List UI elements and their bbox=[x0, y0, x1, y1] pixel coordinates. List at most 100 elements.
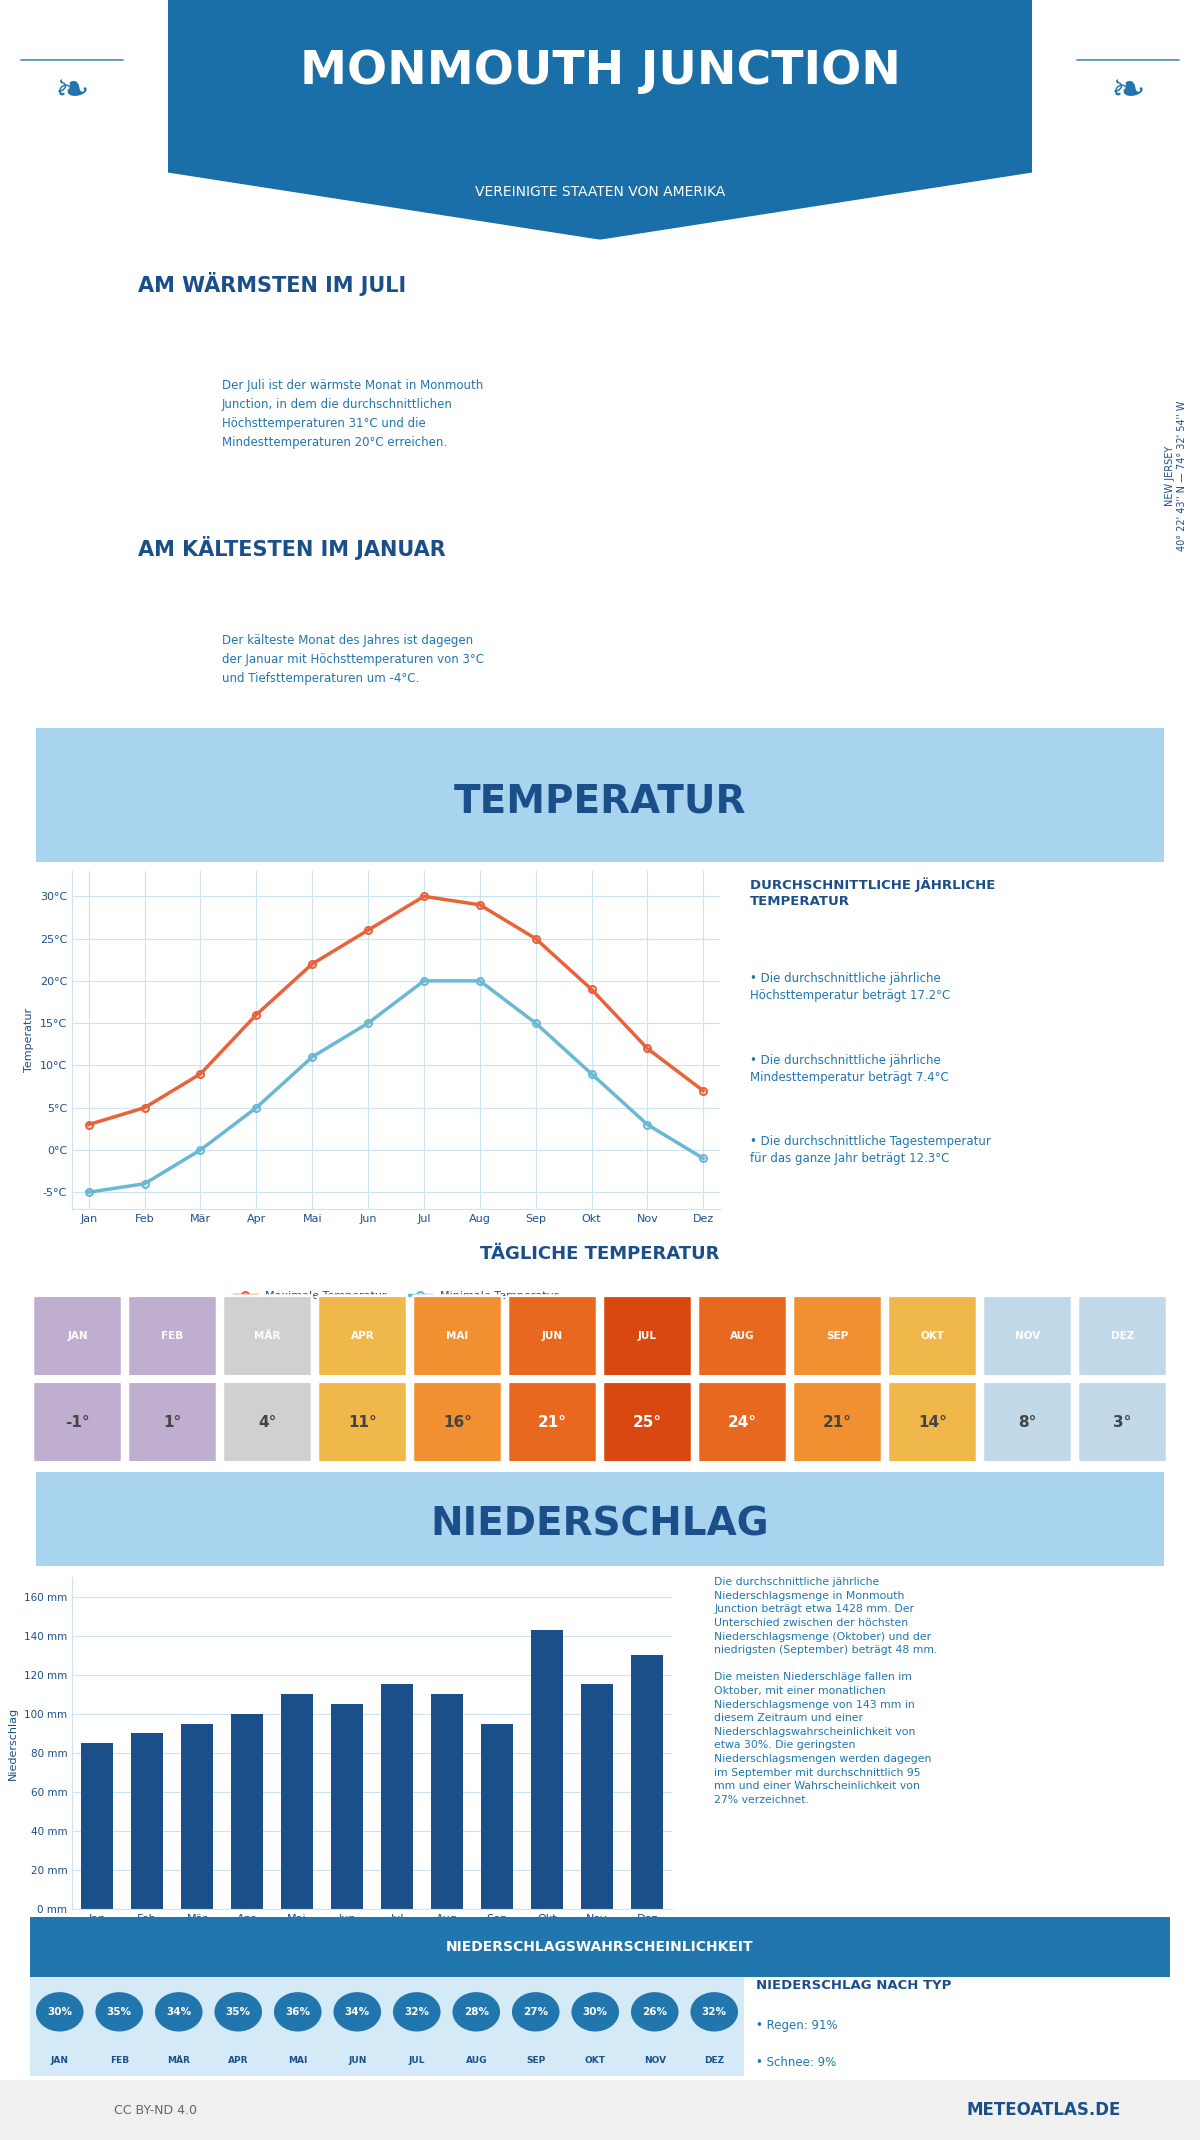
Text: METEOATLAS.DE: METEOATLAS.DE bbox=[967, 2101, 1121, 2119]
Text: 35%: 35% bbox=[226, 2007, 251, 2016]
Circle shape bbox=[631, 1992, 678, 2031]
FancyBboxPatch shape bbox=[32, 1295, 122, 1376]
Circle shape bbox=[215, 1992, 262, 2031]
FancyBboxPatch shape bbox=[0, 721, 1200, 869]
FancyBboxPatch shape bbox=[508, 1382, 598, 1462]
FancyBboxPatch shape bbox=[128, 1382, 217, 1462]
Text: MÄR: MÄR bbox=[254, 1331, 281, 1342]
Text: MAI: MAI bbox=[446, 1331, 469, 1342]
Circle shape bbox=[96, 1992, 143, 2031]
Text: ❧: ❧ bbox=[1110, 71, 1146, 111]
Text: 34%: 34% bbox=[166, 2007, 191, 2016]
Circle shape bbox=[690, 1992, 738, 2031]
Text: JAN: JAN bbox=[50, 2057, 68, 2065]
Text: • Regen: 91%: • Regen: 91% bbox=[756, 2018, 838, 2031]
Circle shape bbox=[512, 1992, 559, 2031]
Legend: Maximale Temperatur, Minimale Temperatur: Maximale Temperatur, Minimale Temperatur bbox=[229, 1286, 563, 1305]
FancyBboxPatch shape bbox=[888, 1295, 977, 1376]
Text: 35%: 35% bbox=[107, 2007, 132, 2016]
Text: NIEDERSCHLAG: NIEDERSCHLAG bbox=[431, 1504, 769, 1543]
Text: TEMPERATUR: TEMPERATUR bbox=[454, 783, 746, 822]
Y-axis label: Temperatur: Temperatur bbox=[24, 1008, 35, 1072]
Legend: Niederschlagssumme: Niederschlagssumme bbox=[292, 1971, 452, 1990]
Text: AUG: AUG bbox=[730, 1331, 755, 1342]
Text: APR: APR bbox=[228, 2057, 248, 2065]
FancyBboxPatch shape bbox=[318, 1382, 407, 1462]
Text: JAN: JAN bbox=[67, 1331, 88, 1342]
Bar bbox=[481, 1723, 514, 1909]
Text: 24°: 24° bbox=[728, 1415, 757, 1430]
Text: 34%: 34% bbox=[344, 2007, 370, 2016]
Text: OKT: OKT bbox=[584, 2057, 606, 2065]
Bar bbox=[80, 1742, 113, 1909]
Circle shape bbox=[452, 1992, 500, 2031]
Text: APR: APR bbox=[350, 1331, 374, 1342]
Bar bbox=[631, 1654, 664, 1909]
Text: 1°: 1° bbox=[163, 1415, 181, 1430]
Text: 25°: 25° bbox=[632, 1415, 662, 1430]
Text: DEZ: DEZ bbox=[1111, 1331, 1134, 1342]
Text: Der kälteste Monat des Jahres ist dagegen
der Januar mit Höchsttemperaturen von : Der kälteste Monat des Jahres ist dagege… bbox=[222, 633, 484, 685]
FancyBboxPatch shape bbox=[0, 1468, 1200, 1571]
Text: MAI: MAI bbox=[288, 2057, 307, 2065]
FancyBboxPatch shape bbox=[698, 1382, 787, 1462]
Text: Die durchschnittliche jährliche
Niederschlagsmenge in Monmouth
Junction beträgt : Die durchschnittliche jährliche Niedersc… bbox=[714, 1577, 937, 1804]
FancyBboxPatch shape bbox=[983, 1295, 1072, 1376]
Bar bbox=[530, 1631, 563, 1909]
Text: JUL: JUL bbox=[408, 2057, 425, 2065]
Text: Der Juli ist der wärmste Monat in Monmouth
Junction, in dem die durchschnittlich: Der Juli ist der wärmste Monat in Monmou… bbox=[222, 379, 484, 449]
Bar bbox=[281, 1695, 313, 1909]
Circle shape bbox=[392, 1992, 440, 2031]
Circle shape bbox=[571, 1992, 619, 2031]
FancyBboxPatch shape bbox=[32, 1382, 122, 1462]
Bar bbox=[380, 1684, 413, 1909]
Circle shape bbox=[155, 1992, 203, 2031]
Text: JUN: JUN bbox=[542, 1331, 563, 1342]
Bar bbox=[181, 1723, 214, 1909]
Bar bbox=[331, 1703, 364, 1909]
Text: 14°: 14° bbox=[918, 1415, 947, 1430]
Text: 3°: 3° bbox=[1114, 1415, 1132, 1430]
FancyBboxPatch shape bbox=[698, 1295, 787, 1376]
Text: FEB: FEB bbox=[161, 1331, 184, 1342]
Text: • Schnee: 9%: • Schnee: 9% bbox=[756, 2057, 836, 2069]
FancyBboxPatch shape bbox=[318, 1295, 407, 1376]
Text: AM WÄRMSTEN IM JULI: AM WÄRMSTEN IM JULI bbox=[138, 272, 406, 295]
Text: 16°: 16° bbox=[443, 1415, 472, 1430]
Text: CC BY-ND 4.0: CC BY-ND 4.0 bbox=[114, 2104, 198, 2116]
Text: 28%: 28% bbox=[463, 2007, 488, 2016]
Text: FEB: FEB bbox=[109, 2057, 128, 2065]
Text: 26%: 26% bbox=[642, 2007, 667, 2016]
Text: SEP: SEP bbox=[827, 1331, 848, 1342]
Text: VEREINIGTE STAATEN VON AMERIKA: VEREINIGTE STAATEN VON AMERIKA bbox=[475, 184, 725, 199]
Text: 32%: 32% bbox=[702, 2007, 727, 2016]
Text: NOV: NOV bbox=[1015, 1331, 1040, 1342]
Text: ❧: ❧ bbox=[54, 71, 90, 111]
FancyBboxPatch shape bbox=[793, 1295, 882, 1376]
Text: 4°: 4° bbox=[258, 1415, 277, 1430]
FancyBboxPatch shape bbox=[0, 1915, 1200, 1980]
Text: JUL: JUL bbox=[638, 1331, 658, 1342]
FancyBboxPatch shape bbox=[508, 1295, 598, 1376]
Text: 8°: 8° bbox=[1019, 1415, 1037, 1430]
Circle shape bbox=[334, 1992, 382, 2031]
FancyBboxPatch shape bbox=[223, 1295, 312, 1376]
Y-axis label: Niederschlag: Niederschlag bbox=[8, 1706, 18, 1780]
Text: • Die durchschnittliche Tagestemperatur
für das ganze Jahr beträgt 12.3°C: • Die durchschnittliche Tagestemperatur … bbox=[750, 1134, 991, 1164]
Text: 21°: 21° bbox=[538, 1415, 568, 1430]
Text: NEW JERSEY: NEW JERSEY bbox=[1165, 445, 1175, 507]
FancyBboxPatch shape bbox=[602, 1382, 692, 1462]
Circle shape bbox=[274, 1992, 322, 2031]
FancyBboxPatch shape bbox=[413, 1382, 502, 1462]
FancyBboxPatch shape bbox=[983, 1382, 1072, 1462]
Text: 27%: 27% bbox=[523, 2007, 548, 2016]
Text: OKT: OKT bbox=[920, 1331, 944, 1342]
Text: AM KÄLTESTEN IM JANUAR: AM KÄLTESTEN IM JANUAR bbox=[138, 537, 445, 561]
Polygon shape bbox=[168, 0, 1032, 240]
FancyBboxPatch shape bbox=[1078, 1295, 1168, 1376]
Text: 21°: 21° bbox=[823, 1415, 852, 1430]
Text: • Die durchschnittliche jährliche
Höchsttemperatur beträgt 17.2°C: • Die durchschnittliche jährliche Höchst… bbox=[750, 972, 950, 1002]
Bar bbox=[431, 1695, 463, 1909]
Bar bbox=[230, 1714, 263, 1909]
FancyBboxPatch shape bbox=[0, 2080, 1200, 2140]
